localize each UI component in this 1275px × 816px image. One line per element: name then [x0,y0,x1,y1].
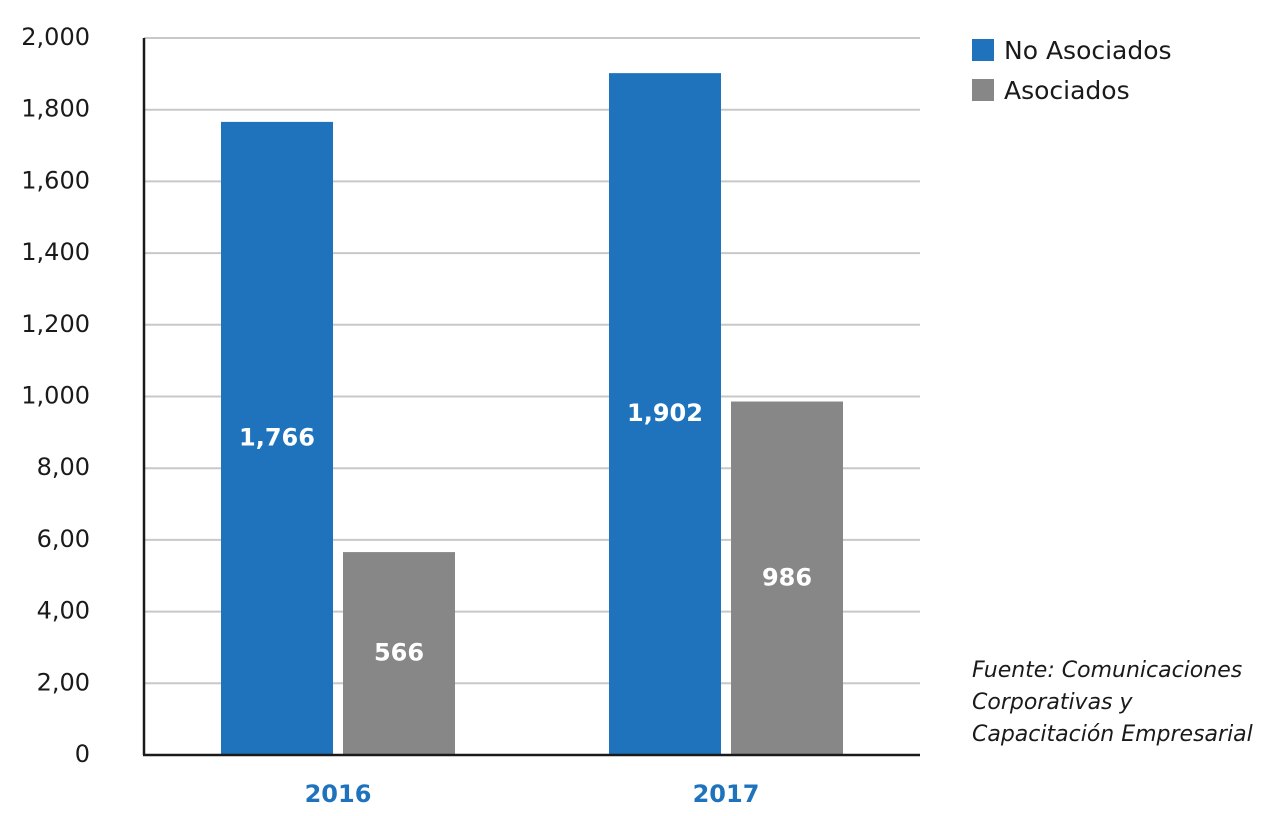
y-tick-label: 1,600 [21,166,90,194]
y-tick-label: 1,400 [21,238,90,266]
source-note: Fuente: Comunicaciones Corporativas y Ca… [972,655,1272,751]
bar-asociados-2017 [731,401,843,755]
legend: No Asociados Asociados [972,30,1172,110]
data-label: 566 [374,639,424,667]
legend-label: No Asociados [1004,35,1172,65]
legend-swatch-blue [972,39,994,61]
y-tick-label: 8,00 [37,453,90,481]
source-line: Capacitación Empresarial [972,722,1253,747]
y-tick-label: 1,200 [21,310,90,338]
data-label: 1,902 [627,399,703,427]
legend-swatch-gray [972,79,994,101]
data-label: 986 [762,563,812,591]
y-tick-label: 4,00 [37,597,90,625]
y-tick-label: 0 [75,740,90,768]
legend-label: Asociados [1004,75,1130,105]
source-line: Fuente: Comunicaciones [972,658,1243,683]
y-tick-label: 2,000 [21,23,90,51]
y-tick-label: 1,000 [21,382,90,410]
legend-item-asociados: Asociados [972,70,1172,110]
bar-asociados-2016 [343,552,455,755]
legend-item-no-asociados: No Asociados [972,30,1172,70]
y-tick-label: 1,800 [21,95,90,123]
x-category-label: 2017 [693,780,760,808]
source-line: Corporativas y [972,690,1133,715]
x-category-label: 2016 [305,780,372,808]
bar-no-asociados-2017 [609,73,721,756]
bar-no-asociados-2016 [221,121,333,756]
y-tick-label: 2,00 [37,668,90,696]
data-label: 1,766 [239,423,315,451]
y-tick-label: 6,00 [37,525,90,553]
